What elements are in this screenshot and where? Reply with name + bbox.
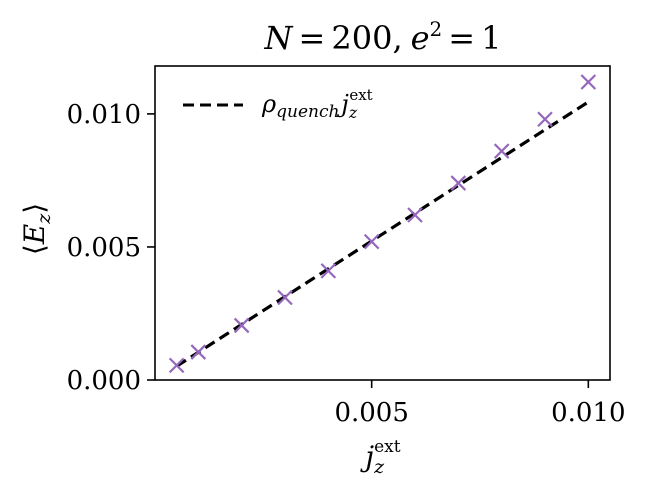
legend: ρquenchjzext bbox=[183, 86, 373, 122]
chart-title: N = 200, e2 = 1 bbox=[264, 17, 502, 57]
x-axis-label: jzext bbox=[359, 437, 400, 478]
y-axis-label: ⟨Ez⟩ bbox=[18, 203, 55, 255]
svg-text:⟨Ez⟩: ⟨Ez⟩ bbox=[18, 203, 55, 255]
svg-text:jzext: jzext bbox=[359, 437, 400, 478]
x-tick-label: 0.005 bbox=[334, 398, 408, 428]
data-point bbox=[277, 289, 293, 306]
x-tick-label: 0.010 bbox=[551, 398, 625, 428]
data-point bbox=[450, 175, 467, 191]
data-points-layer bbox=[168, 74, 597, 374]
axis-ticks: 0.005 0.010 0.000 0.005 0.010 bbox=[67, 100, 626, 428]
data-point bbox=[320, 263, 337, 279]
data-point bbox=[407, 207, 423, 223]
data-point bbox=[168, 357, 185, 374]
plot-area bbox=[154, 65, 611, 381]
data-point bbox=[190, 344, 207, 360]
legend-label: ρquenchjzext bbox=[261, 86, 373, 122]
y-tick-label: 0.005 bbox=[67, 233, 141, 263]
y-tick-label: 0.000 bbox=[67, 366, 141, 396]
fit-line-layer bbox=[175, 100, 590, 368]
data-point bbox=[363, 233, 380, 250]
data-point bbox=[580, 74, 597, 90]
fit-line bbox=[175, 100, 590, 368]
data-point bbox=[537, 111, 553, 127]
y-tick-label: 0.010 bbox=[67, 100, 141, 130]
data-point bbox=[233, 317, 250, 334]
data-point bbox=[493, 143, 510, 159]
svg-text:N=200,e2=1: N = 200, e2 = 1 bbox=[264, 17, 502, 57]
